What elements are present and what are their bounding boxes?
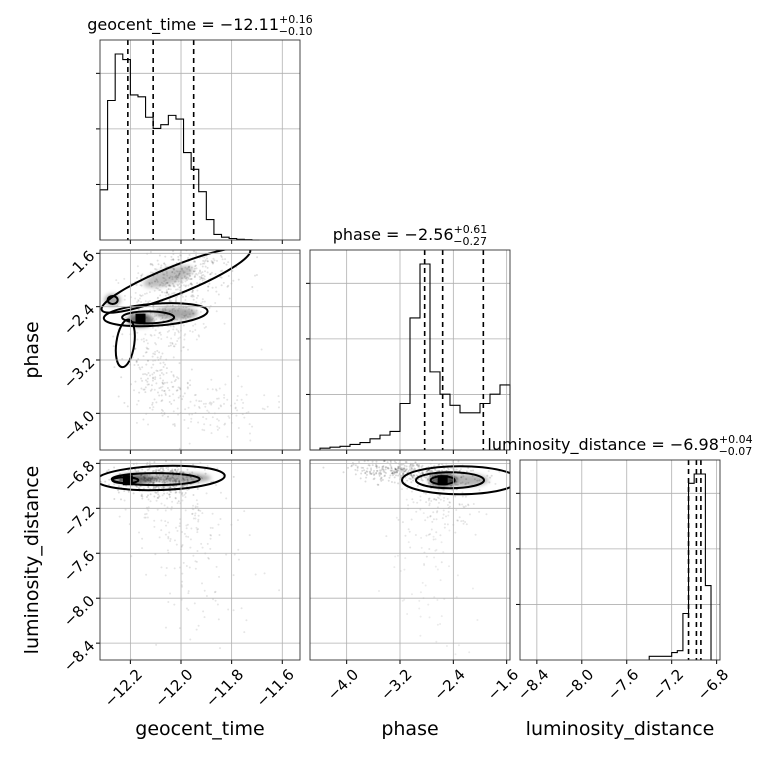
x-tick-label-phase: −3.2 — [377, 666, 415, 704]
y-tick-label-luminosity_distance: −7.6 — [60, 547, 98, 585]
x-axis-label-luminosity_distance: luminosity_distance — [526, 718, 715, 740]
y-tick-label-phase: −2.4 — [60, 300, 98, 338]
density-layer — [100, 250, 510, 660]
x-tick-label-luminosity_distance: −7.6 — [604, 666, 642, 704]
pair-panel-geocent_time-phase — [96, 249, 301, 454]
panel-frame — [99, 459, 301, 661]
panel-title-geocent_time: geocent_time = −12.11+0.16 −0.10 — [87, 13, 313, 38]
y-axis-label-luminosity_distance: luminosity_distance — [21, 466, 43, 655]
panel-title-phase: phase = −2.56+0.61 −0.27 — [333, 223, 488, 248]
y-tick-label-luminosity_distance: −6.8 — [60, 457, 98, 495]
samples-phase-luminosity_distance — [322, 460, 510, 660]
panel-frame — [309, 249, 511, 451]
histogram-luminosity_distance — [648, 473, 717, 661]
contour — [401, 465, 510, 496]
panel-frame — [519, 459, 721, 661]
frames-layer — [96, 39, 721, 664]
x-tick-label-luminosity_distance: −6.8 — [694, 666, 732, 704]
panel-title-luminosity_distance: luminosity_distance = −6.98+0.04 −0.07 — [487, 433, 752, 458]
x-tick-label-geocent_time: −12.2 — [101, 666, 146, 711]
contour — [106, 295, 119, 305]
panel-frame — [99, 39, 301, 241]
hist-panel-phase — [306, 249, 511, 454]
contour — [114, 318, 136, 369]
contour — [100, 464, 226, 492]
x-tick-label-luminosity_distance: −8.4 — [514, 666, 552, 704]
y-axis-label-phase: phase — [21, 321, 43, 378]
histogram-phase — [310, 263, 511, 451]
peak-marker — [135, 313, 146, 324]
contour — [415, 471, 485, 490]
pair-panel-geocent_time-luminosity_distance — [96, 459, 301, 664]
x-axis-label-phase: phase — [381, 718, 438, 740]
x-tick-label-geocent_time: −11.8 — [202, 666, 247, 711]
x-tick-label-geocent_time: −12.0 — [151, 666, 196, 711]
x-tick-label-phase: −2.4 — [430, 666, 468, 704]
hist-panel-luminosity_distance — [516, 459, 721, 664]
peak-marker — [437, 475, 448, 486]
x-tick-label-phase: −1.6 — [484, 666, 522, 704]
panel-frame — [309, 459, 511, 661]
histogram-geocent_time — [99, 53, 260, 241]
pair-panel-phase-luminosity_distance — [309, 459, 511, 664]
density-blobs — [104, 265, 198, 327]
y-tick-label-luminosity_distance: −8.0 — [60, 592, 98, 630]
samples-geocent_time-phase — [100, 250, 281, 450]
x-tick-label-luminosity_distance: −7.2 — [649, 666, 687, 704]
x-tick-label-phase: −4.0 — [324, 666, 362, 704]
x-axis-label-geocent_time: geocent_time — [135, 718, 264, 740]
y-tick-label-phase: −4.0 — [60, 407, 98, 445]
samples-geocent_time-luminosity_distance — [100, 460, 281, 660]
x-tick-label-luminosity_distance: −8.0 — [559, 666, 597, 704]
panel-frame — [99, 249, 301, 451]
y-tick-label-phase: −3.2 — [60, 354, 98, 392]
y-tick-label-phase: −1.6 — [60, 247, 98, 285]
x-tick-label-geocent_time: −11.6 — [253, 666, 298, 711]
y-tick-label-luminosity_distance: −8.4 — [60, 637, 98, 675]
hist-panel-geocent_time — [96, 39, 301, 244]
contour — [121, 310, 176, 325]
peak-marker — [122, 475, 133, 486]
y-tick-label-luminosity_distance: −7.2 — [60, 502, 98, 540]
